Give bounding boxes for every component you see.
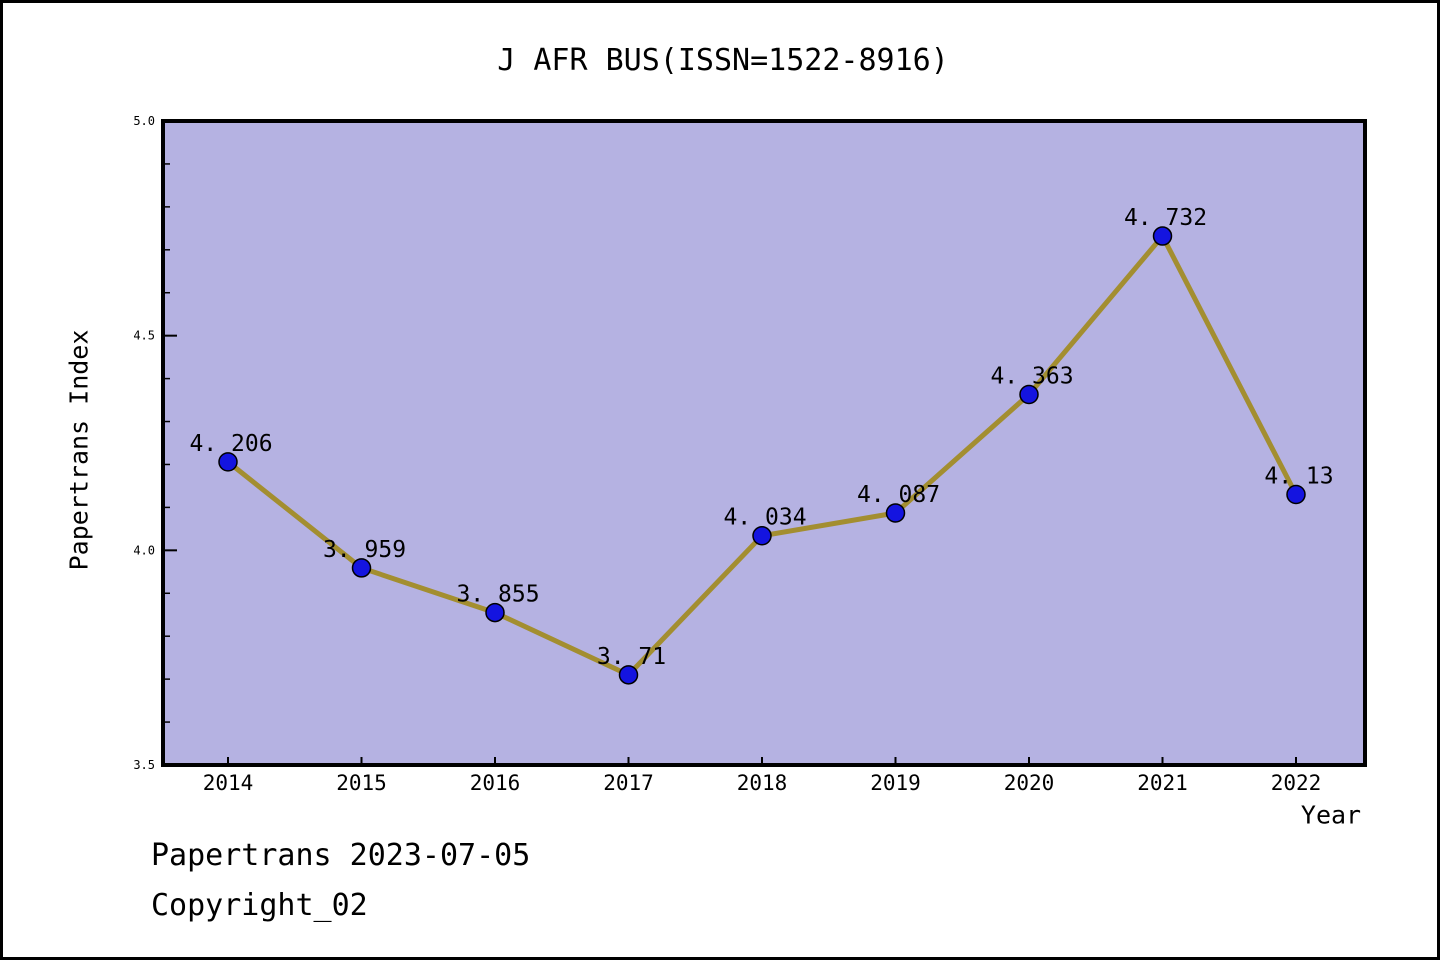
x-tick-label: 2014: [203, 771, 254, 795]
data-point: [885, 503, 906, 523]
y-tick-label: 5.0: [133, 114, 155, 128]
y-tick-label: 3.5: [133, 758, 155, 772]
line-chart: 3.5 4.0 4.5 5.0 2014 2015 2016 2017 2018 2019 2020…: [133, 114, 1367, 795]
x-tick-label: 2016: [470, 771, 521, 795]
data-point-label: 4. 732: [1124, 205, 1207, 231]
footer-copyright: Copyright_02: [151, 888, 368, 923]
y-axis-label: Papertrans Index: [64, 329, 94, 571]
footer-date: Papertrans 2023-07-05: [151, 838, 531, 873]
data-point: [1019, 384, 1039, 405]
x-tick-label: 2019: [870, 771, 921, 795]
y-tick-label: 4.5: [133, 329, 155, 343]
x-tick-label: 2015: [336, 771, 387, 795]
x-tick-label: 2017: [603, 771, 654, 795]
x-tick-label: 2020: [1004, 771, 1055, 795]
x-tick-label: 2018: [737, 771, 788, 795]
y-tick-label: 4.0: [133, 543, 155, 557]
data-point-label: 4. 087: [857, 482, 940, 508]
data-point: [485, 602, 505, 623]
data-point-label: 4. 206: [189, 431, 272, 457]
data-point-label: 4. 13: [1264, 464, 1333, 490]
data-point: [752, 525, 772, 546]
data-point: [351, 558, 372, 578]
data-point-label: 4. 034: [723, 505, 806, 531]
data-point-label: 3. 959: [323, 537, 406, 563]
data-point: [1152, 226, 1173, 246]
data-point: [618, 665, 639, 685]
x-tick-label: 2022: [1271, 771, 1322, 795]
plot-border: [161, 119, 1367, 767]
data-point-label: 4. 363: [990, 363, 1073, 389]
data-point: [1286, 484, 1306, 505]
chart-title: J AFR BUS(ISSN=1522-8916): [497, 43, 949, 78]
data-point-label: 3. 71: [597, 644, 666, 670]
data-point-label: 3. 855: [456, 582, 539, 608]
x-axis-label: Year: [1300, 800, 1362, 830]
x-tick-label: 2021: [1137, 771, 1188, 795]
data-point: [218, 452, 238, 472]
